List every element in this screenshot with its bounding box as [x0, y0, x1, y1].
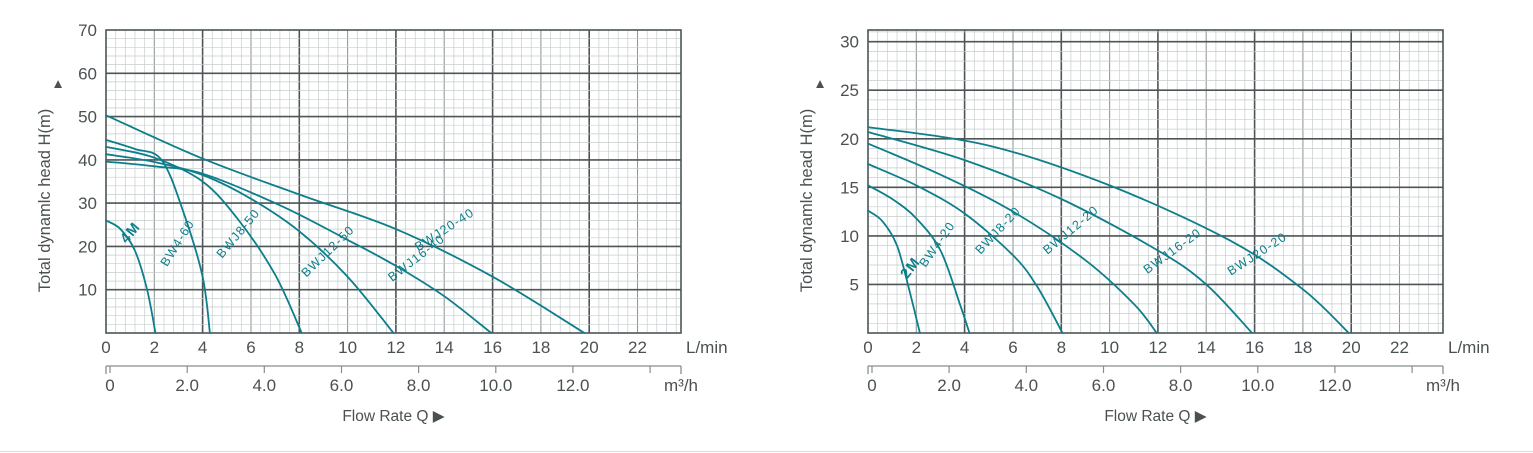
secondary-tick-label: 2.0 [175, 376, 199, 395]
secondary-tick-label: 4.0 [1014, 376, 1038, 395]
x-unit-label: L/min [1448, 338, 1490, 357]
pump-curve [105, 114, 586, 334]
y-tick-label: 40 [78, 151, 97, 170]
y-axis-title: Total dynamlc head H(m) [36, 109, 54, 292]
curve-label: BWJ12-50 [299, 223, 358, 280]
y-tick-label: 5 [850, 275, 859, 294]
pump-curve [105, 139, 211, 334]
x-tick-label: 0 [863, 338, 872, 357]
flow-rate-label: Flow Rate Q ▶ [1104, 408, 1206, 425]
secondary-unit-label: m³/h [1426, 376, 1460, 395]
secondary-tick-label: 8.0 [407, 376, 431, 395]
curve-label: 4M [117, 219, 143, 246]
y-axis-up-arrow-icon: ▲ [51, 76, 64, 91]
y-tick-label: 25 [840, 81, 859, 100]
x-tick-label: 12 [386, 338, 405, 357]
curve-label: BW4-60 [158, 217, 198, 269]
curve-label: BWJ8-50 [214, 206, 263, 261]
x-unit-label: L/min [686, 338, 728, 357]
x-tick-label: 4 [960, 338, 969, 357]
secondary-unit-label: m³/h [664, 376, 698, 395]
pump-curve [105, 146, 303, 334]
y-tick-label: 30 [78, 194, 97, 213]
flow-rate-label: Flow Rate Q ▶ [342, 408, 444, 425]
x-tick-label: 20 [1342, 338, 1361, 357]
x-tick-label: 10 [338, 338, 357, 357]
x-tick-label: 6 [246, 338, 255, 357]
curve-label: BWJ8-20 [972, 204, 1023, 257]
secondary-tick-label: 4.0 [252, 376, 276, 395]
pump-curve [867, 131, 1253, 334]
plot-border [105, 29, 682, 334]
y-tick-label: 10 [78, 281, 97, 300]
x-tick-label: 6 [1008, 338, 1017, 357]
x-tick-label: 20 [580, 338, 599, 357]
secondary-tick-label: 8.0 [1169, 376, 1193, 395]
x-tick-label: 0 [101, 338, 110, 357]
x-tick-label: 4 [198, 338, 207, 357]
secondary-tick-label: 0 [867, 376, 876, 395]
pump-curve [867, 209, 921, 334]
y-tick-label: 15 [840, 178, 859, 197]
y-axis-up-arrow-icon: ▲ [813, 76, 826, 91]
y-tick-label: 70 [78, 21, 97, 40]
secondary-tick-label: 0 [105, 376, 114, 395]
y-tick-label: 20 [840, 130, 859, 149]
x-tick-label: 10 [1100, 338, 1119, 357]
y-tick-label: 10 [840, 227, 859, 246]
x-tick-label: 12 [1148, 338, 1167, 357]
x-tick-label: 16 [1245, 338, 1264, 357]
x-tick-label: 8 [1057, 338, 1066, 357]
x-tick-label: 2 [150, 338, 159, 357]
x-tick-label: 14 [1197, 338, 1216, 357]
y-tick-label: 20 [78, 237, 97, 256]
pump-curve [867, 126, 1350, 334]
x-tick-label: 18 [1293, 338, 1312, 357]
x-tick-label: 2 [912, 338, 921, 357]
secondary-tick-label: 6.0 [330, 376, 354, 395]
x-tick-label: 14 [435, 338, 454, 357]
y-tick-label: 50 [78, 108, 97, 127]
x-tick-label: 8 [295, 338, 304, 357]
y-axis-title: Total dynamlc head H(m) [798, 109, 816, 292]
x-tick-label: 22 [628, 338, 647, 357]
secondary-tick-label: 10.0 [1241, 376, 1274, 395]
pump-curve [867, 184, 971, 334]
x-tick-label: 18 [531, 338, 550, 357]
secondary-tick-label: 12.0 [556, 376, 589, 395]
pump-curve [105, 219, 157, 334]
curve-label: BWJ16-20 [1141, 225, 1204, 276]
secondary-tick-label: 2.0 [937, 376, 961, 395]
secondary-tick-label: 10.0 [479, 376, 512, 395]
pump-curve [867, 163, 1064, 334]
pump-curve [867, 142, 1158, 334]
y-tick-label: 60 [78, 64, 97, 83]
pump-curve [105, 153, 395, 334]
x-tick-label: 16 [483, 338, 502, 357]
secondary-tick-label: 6.0 [1092, 376, 1116, 395]
plot-border [867, 29, 1444, 334]
secondary-tick-label: 12.0 [1318, 376, 1351, 395]
x-tick-label: 22 [1390, 338, 1409, 357]
pump-curve [105, 160, 493, 334]
y-tick-label: 30 [840, 33, 859, 52]
